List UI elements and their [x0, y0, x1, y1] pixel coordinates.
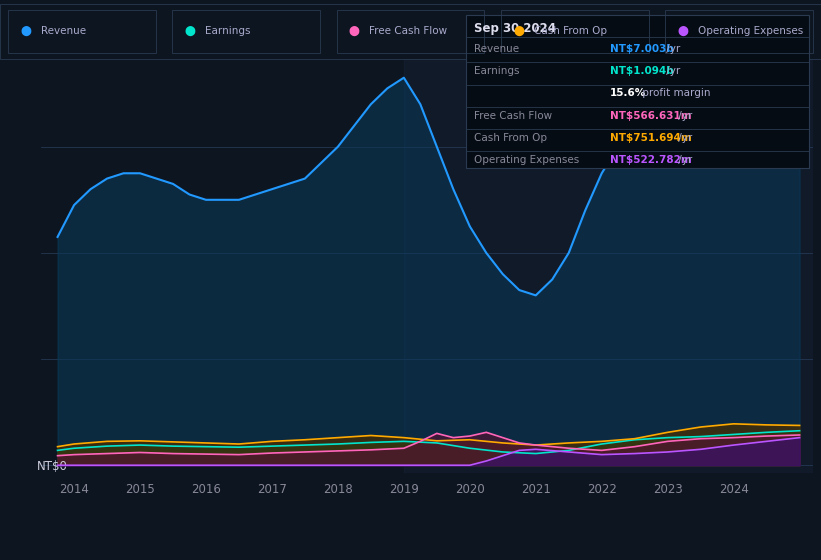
- Text: NT$7.003b: NT$7.003b: [610, 44, 673, 54]
- Text: ⬤: ⬤: [677, 26, 688, 36]
- Text: NT$1.094b: NT$1.094b: [610, 66, 673, 76]
- Text: /yr: /yr: [663, 44, 680, 54]
- Text: NT$0: NT$0: [37, 460, 68, 473]
- Text: Earnings: Earnings: [475, 66, 520, 76]
- Text: /yr: /yr: [675, 111, 692, 120]
- Text: Sep 30 2024: Sep 30 2024: [475, 22, 556, 35]
- Text: Earnings: Earnings: [205, 26, 250, 36]
- Text: NT$751.694m: NT$751.694m: [610, 133, 691, 143]
- Text: 15.6%: 15.6%: [610, 88, 646, 99]
- Text: ⬤: ⬤: [513, 26, 524, 36]
- Text: ⬤: ⬤: [349, 26, 360, 36]
- Text: Free Cash Flow: Free Cash Flow: [369, 26, 447, 36]
- Text: ⬤: ⬤: [21, 26, 31, 36]
- Text: Revenue: Revenue: [475, 44, 520, 54]
- Text: Cash From Op: Cash From Op: [534, 26, 607, 36]
- Text: /yr: /yr: [663, 66, 680, 76]
- Text: ⬤: ⬤: [185, 26, 195, 36]
- Text: NT$566.631m: NT$566.631m: [610, 111, 691, 120]
- Text: Revenue: Revenue: [41, 26, 86, 36]
- Text: NT$8b: NT$8b: [37, 14, 76, 27]
- Text: /yr: /yr: [675, 155, 692, 165]
- Text: NT$522.782m: NT$522.782m: [610, 155, 691, 165]
- Text: profit margin: profit margin: [640, 88, 711, 99]
- Text: Operating Expenses: Operating Expenses: [475, 155, 580, 165]
- Text: Operating Expenses: Operating Expenses: [698, 26, 803, 36]
- Text: Free Cash Flow: Free Cash Flow: [475, 111, 553, 120]
- Text: Cash From Op: Cash From Op: [475, 133, 548, 143]
- Bar: [404, 14, 813, 473]
- Text: /yr: /yr: [675, 133, 692, 143]
